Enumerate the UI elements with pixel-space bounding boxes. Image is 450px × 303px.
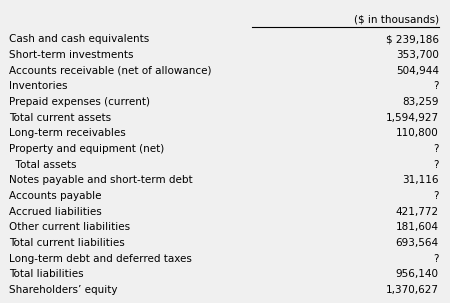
Text: Total current liabilities: Total current liabilities bbox=[9, 238, 125, 248]
Text: Short-term investments: Short-term investments bbox=[9, 50, 134, 60]
Text: 1,370,627: 1,370,627 bbox=[386, 285, 439, 295]
Text: Accounts payable: Accounts payable bbox=[9, 191, 102, 201]
Text: Property and equipment (net): Property and equipment (net) bbox=[9, 144, 164, 154]
Text: Total assets: Total assets bbox=[9, 160, 77, 170]
Text: Notes payable and short-term debt: Notes payable and short-term debt bbox=[9, 175, 193, 185]
Text: Cash and cash equivalents: Cash and cash equivalents bbox=[9, 34, 149, 44]
Text: ?: ? bbox=[433, 160, 439, 170]
Text: Total liabilities: Total liabilities bbox=[9, 269, 84, 279]
Text: Total current assets: Total current assets bbox=[9, 113, 111, 123]
Text: 956,140: 956,140 bbox=[396, 269, 439, 279]
Text: 421,772: 421,772 bbox=[396, 207, 439, 217]
Text: $ 239,186: $ 239,186 bbox=[386, 34, 439, 44]
Text: ?: ? bbox=[433, 191, 439, 201]
Text: 353,700: 353,700 bbox=[396, 50, 439, 60]
Text: Shareholders’ equity: Shareholders’ equity bbox=[9, 285, 117, 295]
Text: Long-term debt and deferred taxes: Long-term debt and deferred taxes bbox=[9, 254, 192, 264]
Text: Long-term receivables: Long-term receivables bbox=[9, 128, 126, 138]
Text: 1,594,927: 1,594,927 bbox=[386, 113, 439, 123]
Text: Inventories: Inventories bbox=[9, 81, 68, 91]
Text: 31,116: 31,116 bbox=[402, 175, 439, 185]
Text: 504,944: 504,944 bbox=[396, 65, 439, 75]
Text: 83,259: 83,259 bbox=[402, 97, 439, 107]
Text: Accounts receivable (net of allowance): Accounts receivable (net of allowance) bbox=[9, 65, 211, 75]
Text: ($ in thousands): ($ in thousands) bbox=[354, 15, 439, 25]
Text: Accrued liabilities: Accrued liabilities bbox=[9, 207, 102, 217]
Text: Prepaid expenses (current): Prepaid expenses (current) bbox=[9, 97, 150, 107]
Text: 181,604: 181,604 bbox=[396, 222, 439, 232]
Text: 110,800: 110,800 bbox=[396, 128, 439, 138]
Text: ?: ? bbox=[433, 254, 439, 264]
Text: 693,564: 693,564 bbox=[396, 238, 439, 248]
Text: ?: ? bbox=[433, 81, 439, 91]
Text: Other current liabilities: Other current liabilities bbox=[9, 222, 130, 232]
Text: ?: ? bbox=[433, 144, 439, 154]
